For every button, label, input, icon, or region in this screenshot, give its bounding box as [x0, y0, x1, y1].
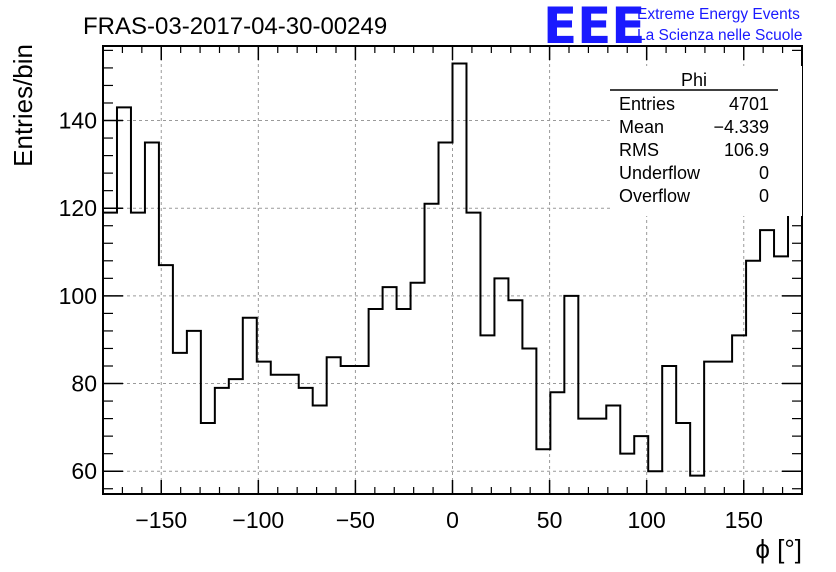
run-title: FRAS-03-2017-04-30-00249: [83, 13, 387, 40]
stats-box: Phi Entries 4701 Mean −4.339 RMS 106.9 U…: [610, 66, 802, 216]
y-tick-label: 100: [59, 283, 97, 309]
stats-label-entries: Entries: [619, 94, 675, 114]
stats-label-rms: RMS: [619, 140, 659, 160]
x-tick-label: 150: [725, 507, 763, 533]
stats-value-mean: −4.339: [713, 117, 769, 137]
y-tick-label: 140: [59, 108, 97, 134]
x-tick-label: 50: [537, 507, 563, 533]
x-tick-label: −150: [135, 507, 187, 533]
x-tick-label: 0: [446, 507, 459, 533]
stats-value-rms: 106.9: [724, 140, 769, 160]
plot-frame: [102, 45, 803, 495]
stats-value-overflow: 0: [759, 186, 769, 206]
eee-logo: EEE Extreme Energy Events La Scienza nel…: [543, 0, 802, 55]
x-tick-label: −100: [232, 507, 284, 533]
histogram-series: [103, 62, 802, 477]
stats-value-underflow: 0: [759, 163, 769, 183]
logo-line-1: Extreme Energy Events: [637, 6, 800, 23]
stats-title: Phi: [681, 70, 707, 90]
x-tick-label: −50: [336, 507, 375, 533]
y-tick-label: 120: [59, 195, 97, 221]
y-tick-label: 80: [71, 371, 97, 397]
logo-line-2: La Scienza nelle Scuole: [637, 27, 802, 44]
y-tick-label: 60: [71, 458, 97, 484]
x-axis-title: ϕ [°]: [755, 534, 802, 564]
stats-label-mean: Mean: [619, 117, 664, 137]
stats-box-background: [610, 66, 802, 216]
stats-label-underflow: Underflow: [619, 163, 701, 183]
x-tick-label: 100: [627, 507, 665, 533]
tick-labels: −150 −100 −50 0 50 100 150 60 80 100 120 140: [59, 108, 763, 533]
stats-label-overflow: Overflow: [619, 186, 691, 206]
y-axis-title: Entries/bin: [8, 44, 38, 167]
stats-value-entries: 4701: [729, 94, 769, 114]
